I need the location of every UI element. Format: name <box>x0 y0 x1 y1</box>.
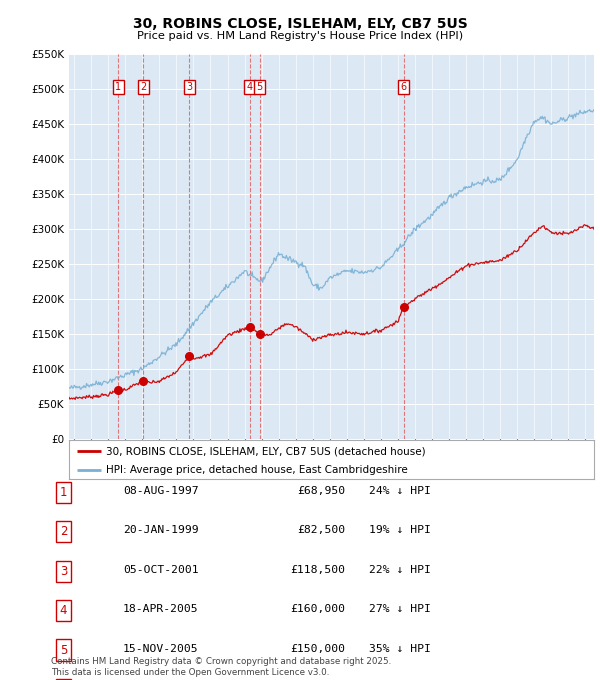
Text: 05-OCT-2001: 05-OCT-2001 <box>123 565 199 575</box>
Text: 1: 1 <box>115 82 121 92</box>
Text: 35% ↓ HPI: 35% ↓ HPI <box>369 644 431 653</box>
Text: 08-AUG-1997: 08-AUG-1997 <box>123 486 199 496</box>
Text: £68,950: £68,950 <box>297 486 345 496</box>
Text: £150,000: £150,000 <box>290 644 345 653</box>
Text: 22% ↓ HPI: 22% ↓ HPI <box>369 565 431 575</box>
Text: HPI: Average price, detached house, East Cambridgeshire: HPI: Average price, detached house, East… <box>106 464 407 475</box>
Text: 5: 5 <box>60 643 67 657</box>
Text: £160,000: £160,000 <box>290 605 345 614</box>
Text: 1: 1 <box>60 486 67 499</box>
Text: 30, ROBINS CLOSE, ISLEHAM, ELY, CB7 5US (detached house): 30, ROBINS CLOSE, ISLEHAM, ELY, CB7 5US … <box>106 446 425 456</box>
Text: £118,500: £118,500 <box>290 565 345 575</box>
Text: 2: 2 <box>140 82 146 92</box>
Text: 4: 4 <box>247 82 253 92</box>
Text: £82,500: £82,500 <box>297 526 345 535</box>
Text: Price paid vs. HM Land Registry's House Price Index (HPI): Price paid vs. HM Land Registry's House … <box>137 31 463 41</box>
Text: 15-NOV-2005: 15-NOV-2005 <box>123 644 199 653</box>
Text: 18-APR-2005: 18-APR-2005 <box>123 605 199 614</box>
Text: 2: 2 <box>60 525 67 539</box>
Text: 4: 4 <box>60 604 67 617</box>
Text: Contains HM Land Registry data © Crown copyright and database right 2025.
This d: Contains HM Land Registry data © Crown c… <box>51 657 391 677</box>
Text: 30, ROBINS CLOSE, ISLEHAM, ELY, CB7 5US: 30, ROBINS CLOSE, ISLEHAM, ELY, CB7 5US <box>133 17 467 31</box>
Text: 20-JAN-1999: 20-JAN-1999 <box>123 526 199 535</box>
Text: 3: 3 <box>60 564 67 578</box>
Text: 19% ↓ HPI: 19% ↓ HPI <box>369 526 431 535</box>
Text: 3: 3 <box>186 82 192 92</box>
Text: 27% ↓ HPI: 27% ↓ HPI <box>369 605 431 614</box>
Text: 24% ↓ HPI: 24% ↓ HPI <box>369 486 431 496</box>
Text: 5: 5 <box>256 82 263 92</box>
Text: 6: 6 <box>401 82 407 92</box>
